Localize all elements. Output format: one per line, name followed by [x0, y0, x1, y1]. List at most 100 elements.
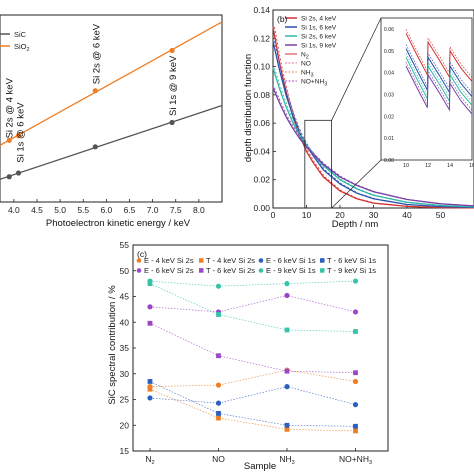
legend-no-nh3: NO+NH3	[301, 79, 327, 88]
legend-sic: SiC	[14, 30, 27, 39]
y-tick-label: 40	[120, 317, 130, 327]
sio2-point	[169, 47, 175, 54]
x-tick-label: 4.0	[8, 205, 20, 215]
panel-b-inset: 0.00 0.01 0.02 0.03 0.04 0.05 0.06 10 12 14 16	[380, 17, 474, 169]
legend-n2: N2	[301, 52, 309, 61]
t-6-kev-si-2s-point	[284, 368, 290, 374]
x-tick-label: 0	[271, 210, 276, 220]
panel-c-frame	[132, 244, 389, 452]
zoom-connector	[331, 159, 382, 209]
legend-marker-e-6-kev-si-1s	[258, 258, 264, 263]
inset-si-1s-6-kev-line	[405, 48, 473, 97]
y-tick-label: 0.04	[253, 146, 270, 156]
panel-a-series	[0, 21, 223, 180]
panel-b-xlabel: Depth / nm	[332, 219, 379, 230]
legend-marker-t-9-kev-si-1s	[320, 268, 325, 273]
sic-fit-line	[0, 104, 223, 180]
panel-b-series	[272, 26, 474, 209]
t-6-kev-si-2s-point	[147, 320, 153, 326]
x-tick-label-n2: N2	[145, 454, 154, 466]
x-tick-label: 6.5	[124, 205, 136, 215]
t-9-kev-si-1s-point	[216, 312, 221, 317]
y-tick-label: 30	[120, 369, 130, 379]
legend-nh3: NH3	[301, 70, 314, 79]
legend-marker-e-4-kev-si-2s	[136, 258, 142, 263]
t-9-kev-si-1s-line	[149, 283, 356, 332]
e-6-kev-si-2s-point	[352, 309, 359, 315]
legend-marker-e-6-kev-si-2s	[136, 268, 142, 273]
y-tick-label: 15	[120, 446, 130, 456]
x-tick-label: 10	[302, 210, 312, 220]
annotation-si-1s-9-kev: Si 1s @ 9 keV	[168, 55, 179, 116]
x-tick-label-nh3: NH3	[279, 454, 294, 466]
panel-c-label: (c)	[137, 249, 147, 259]
annotation-si-2s-6-kev: Si 2s @ 6 keV	[91, 23, 102, 84]
e-9-kev-si-1s-point	[284, 281, 290, 287]
e-6-kev-si-1s-line	[149, 386, 356, 405]
e-9-kev-si-1s-line	[149, 280, 356, 287]
panel-b-legend: Si 2s, 4 keV Si 1s, 6 keV Si 2s, 6 keV Si 1…	[285, 16, 337, 88]
e-4-kev-si-2s-line	[149, 369, 356, 387]
sic-point	[169, 119, 175, 126]
panel-b-label: (b)	[277, 14, 288, 24]
e-6-kev-si-2s-line	[149, 295, 356, 313]
legend-si-2s-6-kev: Si 2s, 6 keV	[301, 34, 337, 41]
inset-x-tick-label: 12	[425, 163, 431, 169]
inset-si-2s-6-kev-line	[405, 57, 473, 106]
sic-point	[92, 144, 98, 150]
annotation-si-1s-6-kev: Si 1s @ 6 keV	[15, 102, 26, 163]
e-4-kev-si-2s-point	[352, 378, 359, 385]
sio2-point	[15, 133, 22, 139]
y-tick-label: 0.06	[253, 118, 270, 128]
legend-sio2: SiO2	[14, 42, 30, 53]
x-tick-label-no: NO	[212, 454, 225, 464]
si-2s-4-kev-variant-line	[274, 26, 474, 209]
t-6-kev-si-1s-line	[149, 381, 356, 427]
t-4-kev-si-2s-point	[216, 415, 221, 421]
inset-y-tick-label: 0.06	[384, 27, 394, 33]
inset-si-2s-6-kev-variant-line	[405, 53, 473, 102]
panel-a-frame	[0, 14, 223, 203]
e-4-kev-si-2s-point	[215, 382, 222, 388]
sio2-point	[92, 88, 98, 94]
e-9-kev-si-1s-point	[352, 278, 359, 284]
panel-c-ylabel: SiC spectral contribution / %	[107, 285, 118, 405]
inset-si-2s-4-kev-variant-line	[405, 29, 473, 78]
e-6-kev-si-1s-point	[352, 402, 359, 408]
sic-point	[15, 170, 22, 176]
legend-e-6-kev-si-1s: E - 6 keV Si 1s	[266, 256, 316, 265]
inset-x-tick-label: 14	[447, 163, 453, 169]
legend-t-4-kev-si-2s: T - 4 keV Si 2s	[206, 256, 255, 265]
zoom-rectangle	[304, 119, 333, 209]
y-tick-label: 0.02	[253, 175, 270, 185]
e-6-kev-si-2s-point	[284, 292, 290, 299]
panel-c-legend: E - 4 keV Si 2s T - 4 keV Si 2s E - 6 keV …	[136, 256, 376, 275]
x-tick-label: 5.5	[77, 205, 89, 215]
si-1s-6-kev-variant-line	[274, 41, 474, 208]
panel-b-x-ticks: 0 10 20 30 40 50	[271, 205, 446, 220]
panel-a-legend: SiC SiO2	[0, 30, 30, 53]
t-4-kev-si-2s-point	[284, 426, 290, 432]
t-6-kev-si-1s-point	[216, 411, 221, 416]
legend-e-9-kev-si-1s: E - 9 keV Si 1s	[266, 266, 316, 275]
inset-si-2s-4-kev-line	[405, 33, 473, 82]
t-6-kev-si-2s-line	[149, 322, 356, 374]
x-tick-label: 8.0	[193, 205, 205, 215]
x-tick-label: 20	[335, 210, 345, 220]
x-tick-label-no-nh3: NO+NH3	[339, 454, 372, 466]
y-tick-label: 35	[120, 343, 130, 353]
y-tick-label: 50	[120, 266, 130, 276]
legend-si-2s-4-kev: Si 2s, 4 keV	[301, 16, 337, 23]
inset-y-tick-label: 0.04	[384, 71, 394, 77]
y-tick-label: 0.12	[253, 33, 270, 43]
si-2s-4-kev-line	[272, 26, 474, 209]
panel-b-y-ticks: 0.00 0.02 0.04 0.06 0.08 0.10 0.12 0.14	[253, 5, 276, 213]
x-tick-label: 50	[436, 210, 446, 220]
panel-a-annotations: Si 2s @ 4 keV Si 1s @ 6 keV Si 2s @ 6 keV S…	[4, 23, 179, 163]
inset-si-1s-9-kev-variant-line	[405, 61, 473, 111]
legend-t-9-kev-si-1s: T - 9 keV Si 1s	[327, 266, 376, 275]
inset-si-1s-9-kev-line	[405, 65, 473, 115]
sio2-fit-line	[0, 21, 223, 146]
inset-si-1s-6-kev-variant-line	[405, 44, 473, 93]
